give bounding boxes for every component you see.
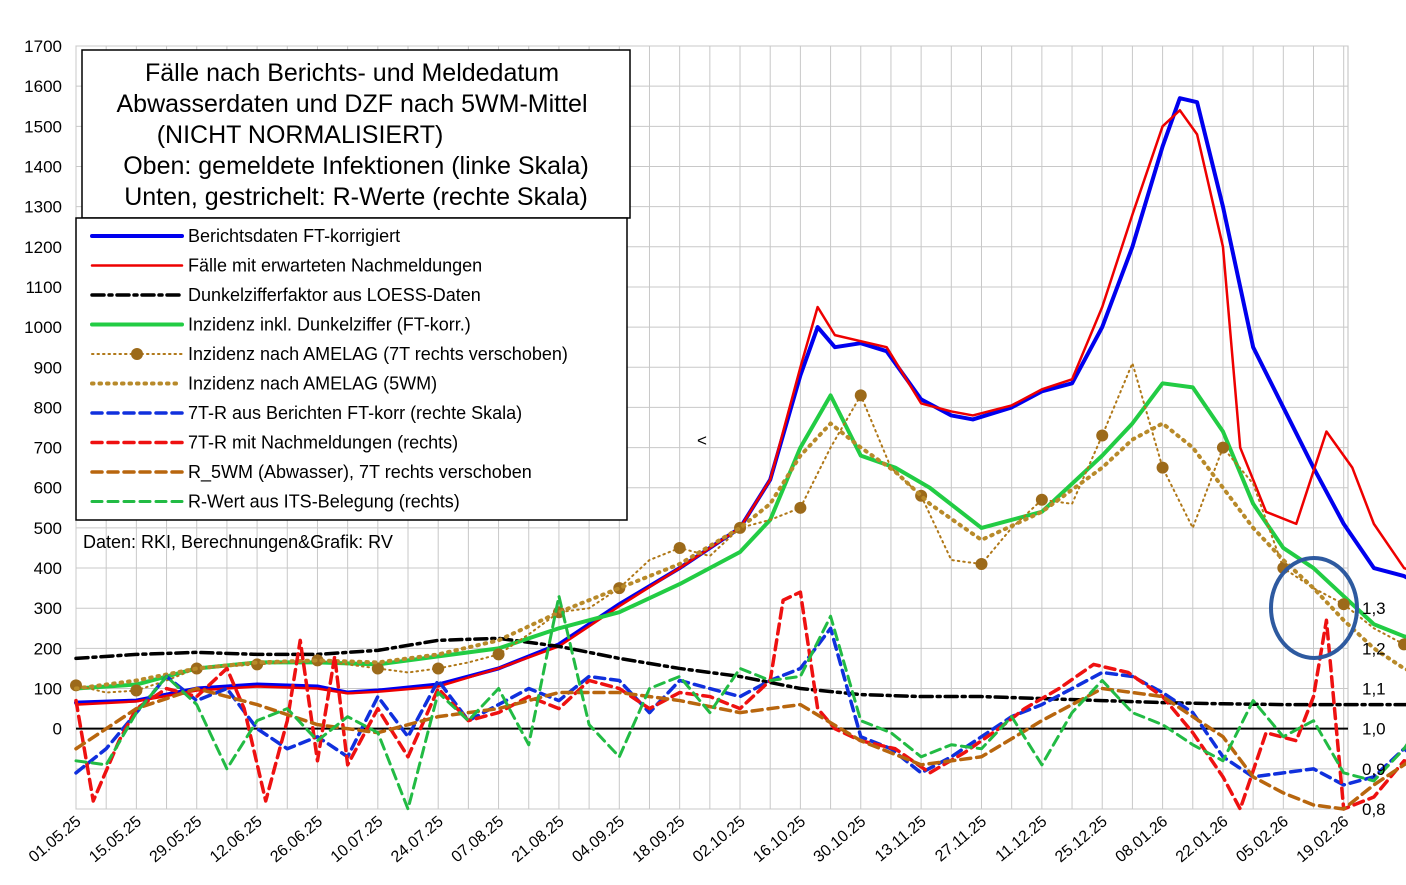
series-line [74,590,1406,811]
series-marker [492,648,505,661]
legend-label: 7T-R aus Berichten FT-korr (rechte Skala… [188,403,522,423]
left-y-tick-label: 200 [34,639,62,658]
series-line [74,421,1406,691]
series-marker [1398,638,1406,651]
series-line [74,686,1406,811]
x-tick-label: 19.02.26 [1294,813,1353,866]
series-marker [130,684,143,697]
left-y-tick-label: 1700 [24,37,62,56]
chart-title-line-3: (NICHT NORMALISIERT) [157,121,444,149]
left-y-tick-label: 1100 [25,278,62,297]
x-axis: 01.05.25 15.05.25 29.05.25 12.06.25 26.06.25… [26,813,1352,866]
chart-title-line-4: Oben: gemeldete Infektionen (linke Skala… [123,152,589,180]
left-y-axis: 1700160015001400130012001100100090080070… [24,37,62,739]
left-y-tick-label: 600 [34,479,62,498]
right-y-tick-label: 1,2 [1362,639,1386,658]
chart-title-line-2: Abwasserdaten und DZF nach 5WM-Mittel [116,90,587,118]
series-marker [1216,441,1229,454]
series-line [74,109,1406,706]
legend-label: Fälle mit erwarteten Nachmeldungen [188,256,482,276]
x-tick-label: 05.02.26 [1233,813,1292,866]
x-tick-label: 12.06.25 [207,813,266,866]
series-marker [371,662,384,675]
right-y-tick-label: 0,8 [1362,800,1386,819]
right-y-tick-label: 1,3 [1362,599,1386,618]
series-marker [854,389,867,402]
series-marker [432,662,445,675]
left-y-tick-label: 0 [53,720,62,739]
left-y-tick-label: 700 [34,439,62,458]
series-line [74,594,1406,811]
legend-label: Inzidenz nach AMELAG (5WM) [188,374,437,394]
right-y-axis: 1,3 1,2 1,1 1,0 0,9 0,8 [1362,599,1386,819]
x-tick-label: 13.11.25 [872,813,930,865]
legend-label: Inzidenz nach AMELAG (7T rechts verschob… [188,344,568,364]
highlight-ellipse [1269,556,1359,660]
left-y-tick-label: 500 [34,519,62,538]
left-y-tick-label: 400 [34,559,62,578]
series-marker [1156,461,1169,474]
x-tick-label: 16.10.25 [750,813,809,866]
series-marker [251,658,264,671]
series-marker [794,501,807,514]
x-tick-label: 25.12.25 [1052,813,1111,866]
right-y-tick-label: 1,1 [1362,680,1386,699]
right-y-tick-label: 0,9 [1362,760,1386,779]
series-marker [1337,598,1350,611]
x-tick-label: 07.08.25 [448,813,507,866]
x-tick-label: 22.01.26 [1173,813,1232,866]
x-tick-label: 26.06.25 [267,813,326,866]
left-y-tick-label: 1500 [24,117,62,136]
x-tick-label: 08.01.26 [1113,813,1172,866]
left-y-tick-label: 1600 [24,77,62,96]
series-line [74,381,1406,691]
x-tick-label: 10.07.25 [328,813,387,866]
x-tick-label: 21.08.25 [509,813,568,866]
x-tick-label: 30.10.25 [811,813,870,866]
x-tick-label: 15.05.25 [86,813,145,866]
legend: Berichtsdaten FT-korrigiert Fälle mit erw… [75,217,628,521]
legend-label: R-Wert aus ITS-Belegung (rechts) [188,492,460,512]
legend-label: 7T-R mit Nachmeldungen (rechts) [188,433,458,453]
left-y-tick-label: 900 [34,358,62,377]
left-y-tick-label: 1000 [24,318,62,337]
series-line [74,626,1406,787]
x-tick-label: 11.12.25 [993,813,1051,865]
series-marker [1035,493,1048,506]
x-tick-label: 24.07.25 [388,813,447,866]
legend-marker [131,348,143,360]
chart-title-line-1: Fälle nach Berichts- und Meldedatum [145,59,559,87]
x-tick-label: 04.09.25 [569,813,628,866]
legend-label: Dunkelzifferfaktor aus LOESS-Daten [188,285,481,305]
left-y-tick-label: 300 [34,599,62,618]
left-y-tick-label: 1400 [24,157,62,176]
x-tick-label: 27.11.25 [932,813,990,865]
series-marker [975,558,988,571]
x-tick-label: 29.05.25 [147,813,206,866]
series-marker [1096,429,1109,442]
series-marker [311,654,324,667]
title-box: Fälle nach Berichts- und Meldedatum Abwa… [81,49,631,219]
x-tick-label: 01.05.25 [26,813,85,866]
series-layer [70,96,1406,811]
left-y-tick-label: 800 [34,398,62,417]
right-y-tick-label: 1,0 [1362,720,1386,739]
source-note: Daten: RKI, Berechnungen&Grafik: RV [83,532,393,552]
left-y-tick-label: 1200 [24,238,62,257]
legend-label: Inzidenz inkl. Dunkelziffer (FT-korr.) [188,315,471,335]
x-tick-label: 18.09.25 [630,813,689,866]
x-tick-label: 02.10.25 [690,813,749,866]
left-y-tick-label: 1300 [24,198,62,217]
series-marker [673,541,686,554]
annotation-mark: < [697,431,707,450]
left-y-tick-label: 100 [34,680,62,699]
legend-label: Berichtsdaten FT-korrigiert [188,226,400,246]
chart-title-line-5: Unten, gestrichelt: R-Werte (rechte Skal… [124,183,588,211]
legend-label: R_5WM (Abwasser), 7T rechts verschoben [188,462,532,483]
